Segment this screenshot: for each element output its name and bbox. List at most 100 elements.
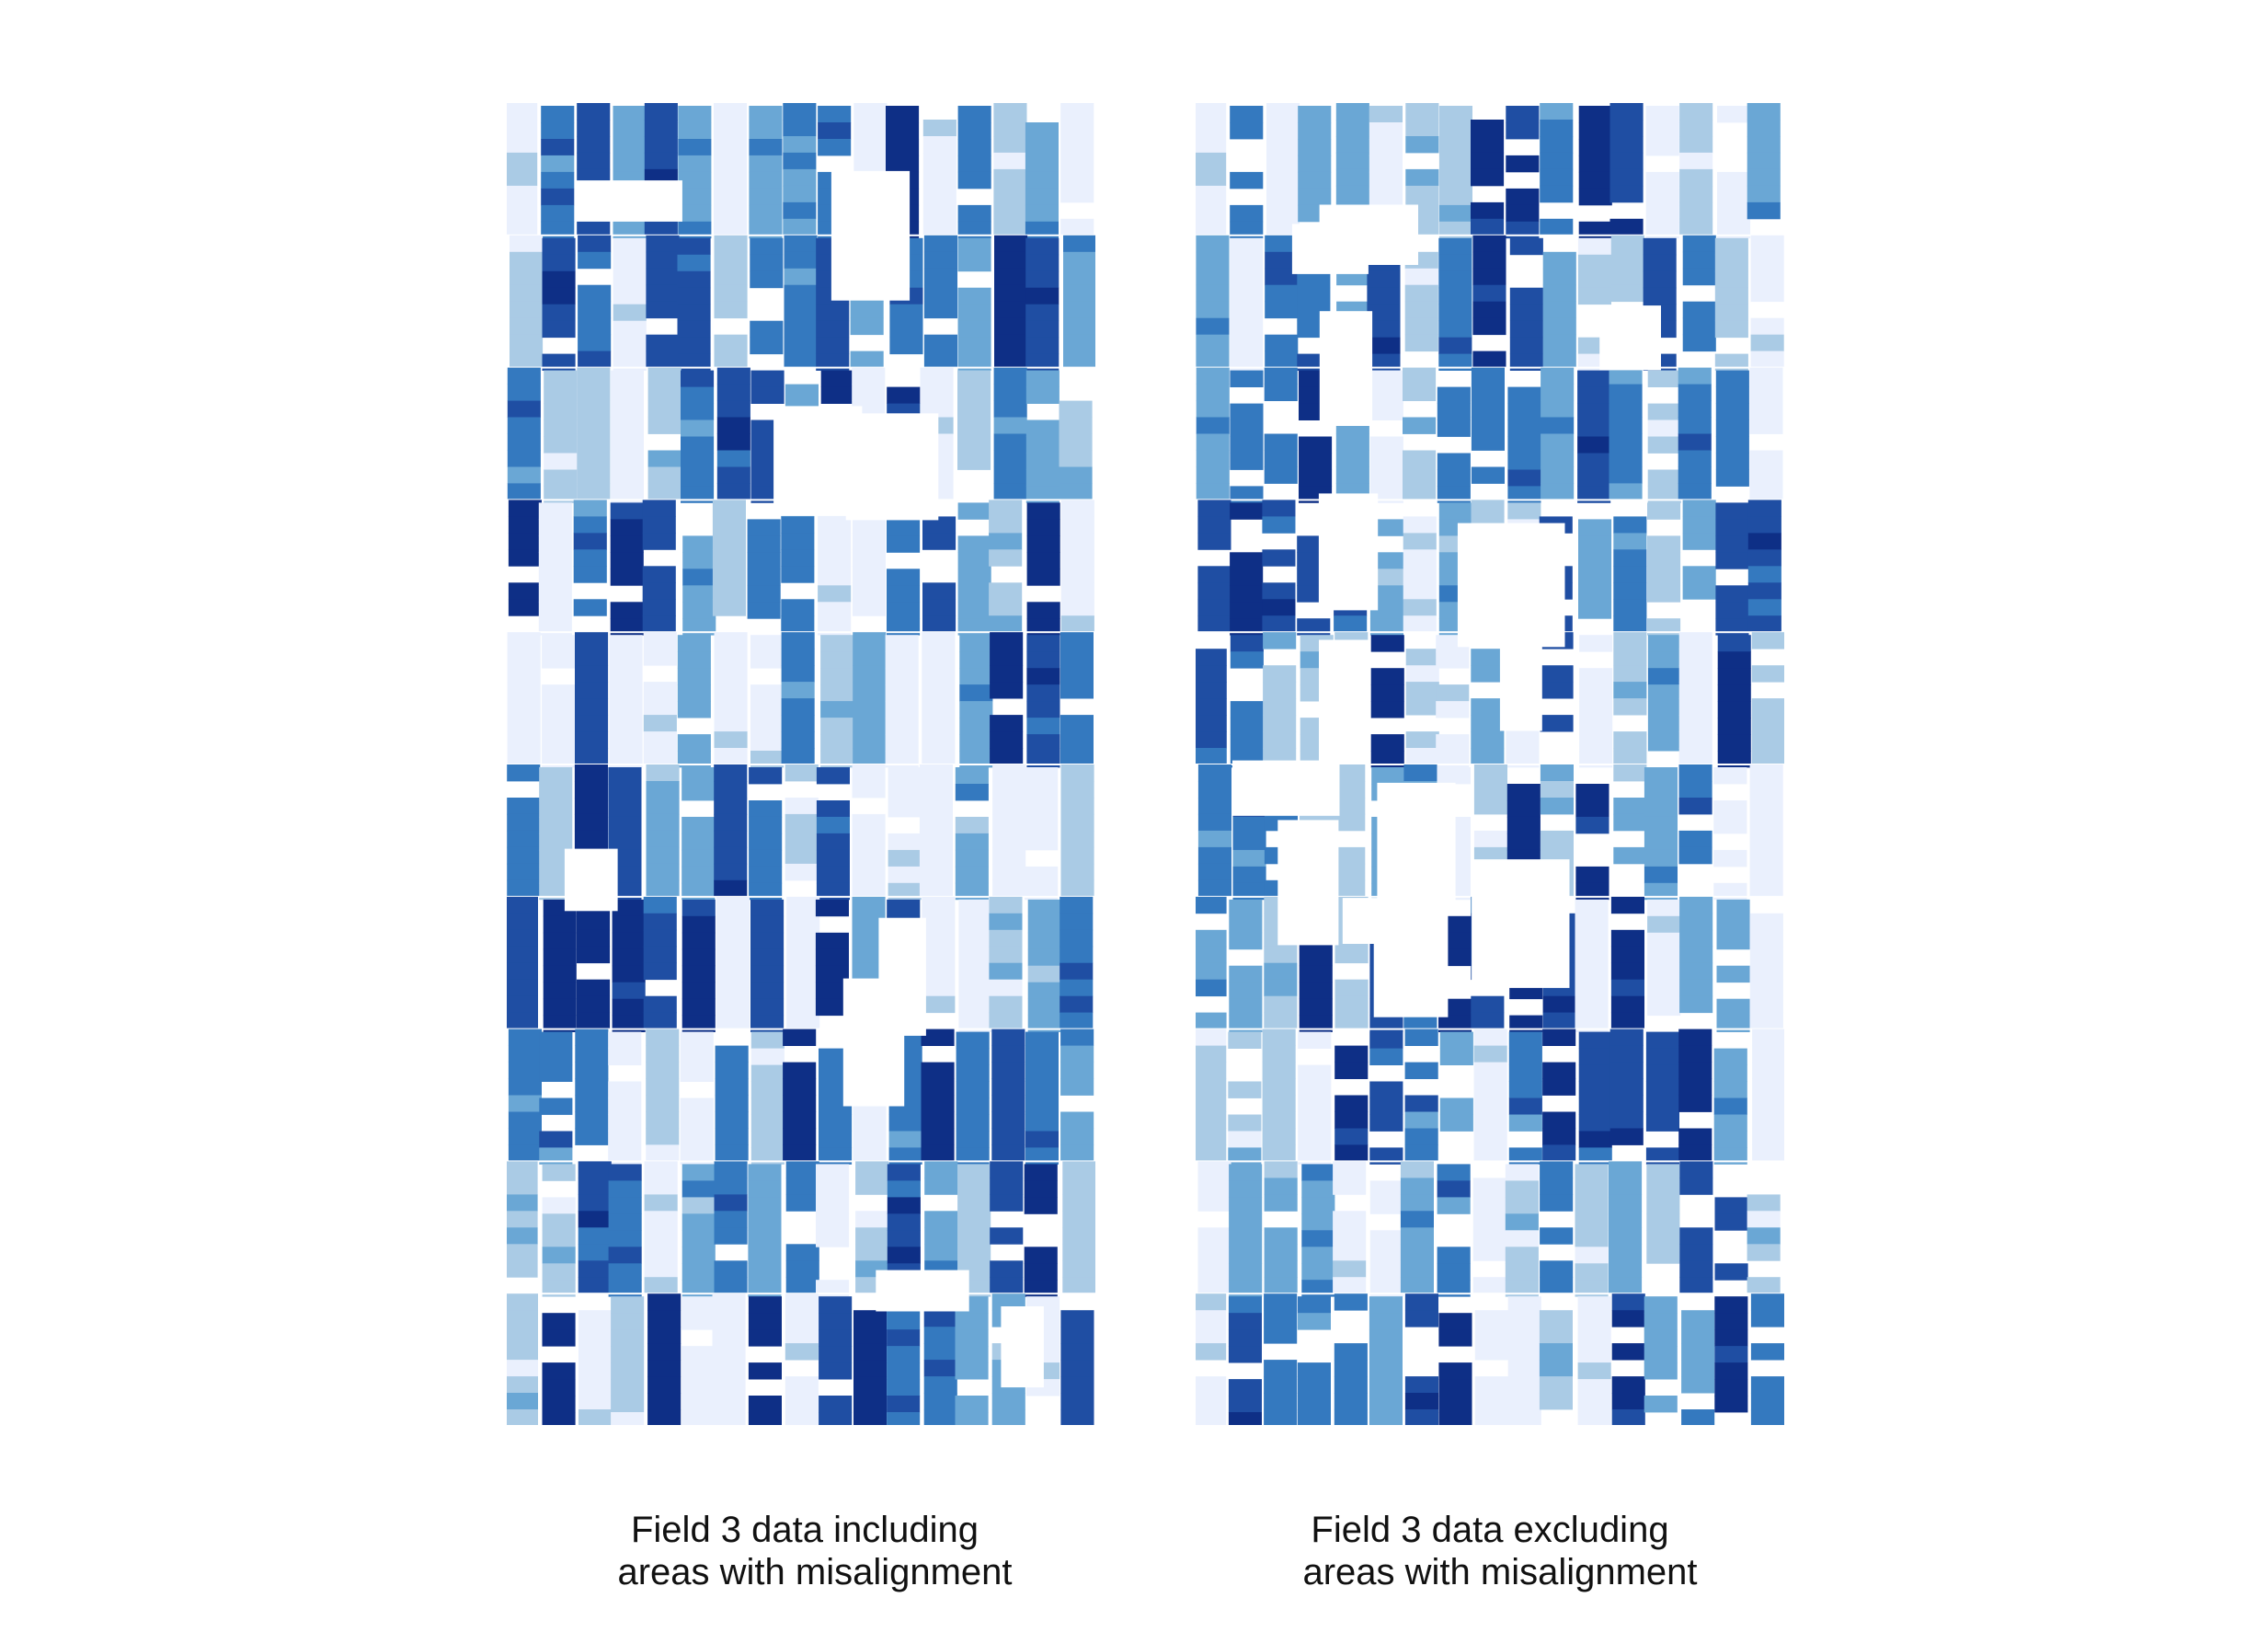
plot-cell: [507, 1327, 538, 1344]
plot-cell: [1438, 287, 1472, 305]
plot-cell: [1647, 668, 1681, 685]
plot-cell: [542, 701, 576, 718]
plot-cell: [1540, 120, 1574, 137]
plot-cell: [1332, 781, 1366, 799]
plot-cell: [1230, 221, 1264, 239]
plot-cell: [1681, 1343, 1715, 1361]
plot-cell: [1577, 1362, 1611, 1380]
plot-cell: [818, 519, 852, 536]
plot-cell: [677, 651, 711, 669]
plot-cell: [1471, 1012, 1505, 1029]
plot-cell: [781, 715, 815, 732]
plot-cell: [923, 251, 957, 270]
plot-cell: [749, 106, 783, 123]
plot-cell: [1230, 106, 1264, 123]
plot-cell: [1334, 1095, 1369, 1112]
plot-cell: [819, 1329, 853, 1347]
plot-cell: [1751, 698, 1784, 716]
plot-cell: [1715, 535, 1749, 553]
plot-cell: [714, 698, 748, 716]
plot-cell: [783, 201, 817, 220]
plot-cell: [508, 1144, 542, 1162]
plot-cell: [1403, 367, 1437, 385]
plot-cell: [1196, 433, 1230, 451]
plot-cell: [714, 632, 748, 649]
plot-cell: [608, 1147, 642, 1165]
plot-cell: [574, 764, 608, 782]
plot-cell: [1264, 384, 1298, 401]
plot-cell: [1403, 516, 1437, 534]
plot-cell: [1196, 1144, 1227, 1162]
plot-cell: [507, 1293, 538, 1311]
plot-cell: [1609, 1194, 1643, 1212]
plot-cell: [958, 948, 992, 967]
plot-cell: [1334, 1144, 1369, 1162]
plot-cell: [542, 1247, 576, 1264]
plot-cell: [1681, 1376, 1715, 1394]
plot-cell: [716, 483, 750, 500]
plot-cell: [507, 682, 541, 699]
plot-cell: [1369, 106, 1403, 123]
plot-cell: [748, 1180, 782, 1198]
plot-cell: [508, 1029, 542, 1046]
plot-cell: [1196, 483, 1230, 500]
plot-cell: [1647, 635, 1681, 652]
plot-cell: [508, 582, 542, 600]
plot-cell: [1750, 334, 1784, 352]
plot-cell: [750, 1098, 785, 1115]
plot-cell: [1678, 1144, 1712, 1162]
blank-region: [1499, 605, 1542, 731]
plot-cell: [1404, 1144, 1438, 1162]
plot-cell: [1197, 500, 1231, 517]
plot-cell: [855, 1161, 889, 1178]
plot-cell: [577, 450, 611, 467]
plot-cell: [957, 386, 991, 404]
plot-cell: [507, 450, 541, 467]
plot-cell: [611, 1329, 645, 1347]
plot-cell: [1715, 618, 1749, 636]
plot-cell: [1403, 615, 1437, 633]
plot-cell: [1645, 221, 1679, 239]
plot-cell: [682, 1362, 716, 1380]
plot-cell: [955, 784, 989, 801]
plot-cell: [1025, 800, 1059, 818]
plot-cell: [1405, 120, 1439, 137]
plot-cell: [682, 816, 716, 834]
plot-cell: [510, 251, 544, 270]
plot-cell: [785, 384, 819, 401]
plot-cell: [1230, 403, 1264, 420]
plot-cell: [1747, 120, 1781, 137]
plot-cell: [507, 665, 541, 683]
plot-cell: [749, 188, 783, 206]
plot-cell: [749, 800, 783, 818]
plot-cell: [785, 863, 819, 881]
plot-cell: [1369, 1098, 1403, 1115]
plot-cell: [989, 962, 1023, 981]
plot-cell: [957, 602, 991, 619]
plot-cell: [1024, 1180, 1058, 1198]
plot-cell: [1509, 320, 1543, 339]
plot-cell: [991, 1393, 1025, 1410]
plot-cell: [784, 235, 818, 253]
plot-cell: [507, 649, 541, 666]
plot-cell: [716, 946, 750, 964]
plot-cell: [1335, 185, 1369, 203]
plot-cell: [922, 218, 956, 236]
plot-cell: [994, 268, 1028, 286]
plot-cell: [1613, 516, 1647, 534]
plot-cell: [1404, 1128, 1438, 1145]
plot-cell: [1229, 1280, 1263, 1297]
plot-cell: [1679, 979, 1713, 997]
plot-cell: [816, 353, 850, 371]
plot-cell: [507, 632, 541, 649]
plot-cell: [885, 651, 919, 669]
plot-cell: [1714, 304, 1748, 322]
plot-cell: [1062, 1194, 1095, 1212]
plot-cell: [924, 1178, 958, 1195]
plot-cell: [1264, 1409, 1298, 1426]
plot-cell: [507, 185, 538, 203]
plot-cell: [1678, 649, 1712, 666]
plot-cell: [1609, 433, 1643, 451]
plot-cell: [1369, 1031, 1403, 1049]
plot-cell: [1196, 450, 1230, 467]
